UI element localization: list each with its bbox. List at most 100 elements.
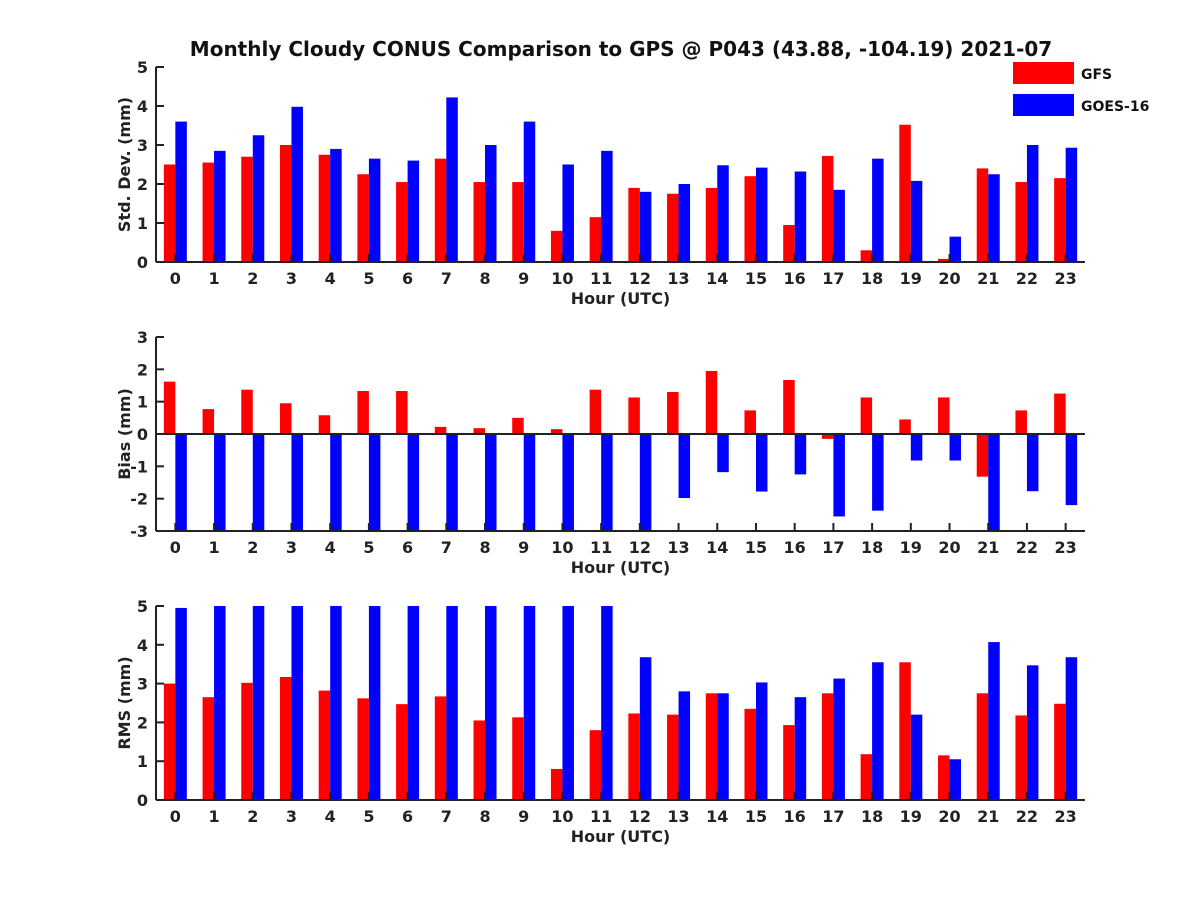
bar-gfs-hour-16	[783, 224, 795, 262]
x-tick-label: 5	[363, 807, 374, 826]
bar-gfs-hour-12	[628, 713, 640, 800]
bar-gfs-hour-4	[318, 690, 331, 800]
x-tick-label: 22	[1016, 538, 1038, 557]
bar-goes16-hour-15	[755, 682, 768, 800]
bar-gfs-hour-0	[163, 381, 176, 434]
x-tick-label: 7	[441, 538, 452, 557]
x-tick-label: 3	[286, 269, 297, 288]
bar-goes16-hour-20	[949, 434, 962, 461]
bar-goes16-hour-14	[717, 165, 729, 262]
bar-gfs-hour-9	[512, 182, 524, 262]
bar-gfs-hour-7	[434, 426, 447, 434]
bar-goes16-hour-12	[639, 434, 652, 531]
bar-gfs-hour-2	[241, 389, 253, 434]
x-tick-label: 2	[247, 538, 258, 557]
bar-gfs-hour-5	[357, 391, 369, 434]
bar-gfs-hour-18	[860, 754, 873, 800]
bar-goes16-hour-3	[291, 434, 303, 531]
x-tick-label: 21	[977, 538, 999, 557]
y-tick-label: 1	[137, 393, 148, 412]
bar-goes16-hour-19	[910, 180, 923, 262]
x-axis-label: Hour (UTC)	[571, 827, 671, 846]
x-tick-label: 1	[208, 807, 219, 826]
x-tick-label: 14	[706, 538, 728, 557]
x-tick-label: 12	[629, 807, 651, 826]
x-tick-label: 7	[441, 269, 452, 288]
bar-gfs-hour-3	[279, 677, 292, 800]
bar-gfs-hour-18	[860, 250, 873, 262]
bar-goes16-hour-21	[988, 434, 1000, 531]
bar-gfs-hour-11	[589, 217, 602, 262]
bar-goes16-hour-17	[833, 678, 845, 800]
bar-goes16-hour-16	[794, 434, 807, 475]
bar-gfs-hour-20	[938, 258, 950, 262]
bar-gfs-hour-21	[976, 168, 989, 262]
bar-gfs-hour-3	[279, 403, 292, 434]
bar-gfs-hour-17	[821, 434, 834, 439]
y-tick-label: -1	[130, 457, 148, 476]
bar-goes16-hour-14	[717, 434, 729, 473]
x-tick-label: 11	[590, 807, 612, 826]
bar-gfs-hour-15	[744, 708, 756, 800]
legend-label-gfs: GFS	[1081, 67, 1112, 83]
bar-goes16-hour-1	[214, 150, 226, 262]
bar-goes16-hour-11	[601, 606, 613, 800]
x-tick-label: 16	[784, 807, 806, 826]
bar-gfs-hour-20	[938, 397, 950, 434]
bar-gfs-hour-6	[396, 704, 408, 800]
bar-goes16-hour-23	[1065, 147, 1078, 262]
bar-gfs-hour-8	[473, 428, 486, 434]
x-tick-label: 1	[208, 538, 219, 557]
bar-goes16-hour-5	[368, 434, 381, 531]
bar-goes16-hour-16	[794, 171, 807, 262]
x-tick-label: 0	[170, 538, 181, 557]
bar-goes16-hour-17	[833, 434, 845, 517]
x-tick-label: 18	[861, 538, 883, 557]
x-tick-label: 5	[363, 269, 374, 288]
bar-gfs-hour-21	[976, 434, 989, 477]
bar-goes16-hour-21	[988, 642, 1000, 800]
bar-goes16-hour-22	[1026, 145, 1039, 262]
bar-goes16-hour-9	[523, 121, 536, 262]
bar-goes16-hour-21	[988, 174, 1000, 262]
x-tick-label: 0	[170, 807, 181, 826]
bar-gfs-hour-5	[357, 698, 369, 800]
bar-gfs-hour-12	[628, 187, 640, 262]
bar-goes16-hour-10	[562, 606, 574, 800]
bar-goes16-hour-23	[1065, 434, 1078, 506]
bar-goes16-hour-23	[1065, 657, 1078, 800]
bar-goes16-hour-1	[214, 434, 226, 531]
x-tick-label: 16	[784, 538, 806, 557]
bar-goes16-hour-8	[485, 145, 497, 262]
bar-gfs-hour-10	[550, 768, 563, 800]
y-axis-label: Bias (mm)	[115, 388, 134, 480]
x-tick-label: 12	[629, 269, 651, 288]
bar-gfs-hour-11	[589, 389, 602, 434]
x-tick-label: 7	[441, 807, 452, 826]
bar-gfs-hour-8	[473, 182, 486, 262]
bar-goes16-hour-3	[291, 606, 303, 800]
x-tick-label: 15	[745, 538, 767, 557]
y-tick-label: 2	[137, 175, 148, 194]
y-tick-label: 5	[137, 597, 148, 616]
bar-gfs-hour-19	[899, 419, 911, 434]
x-tick-label: 5	[363, 538, 374, 557]
x-tick-label: 11	[590, 538, 612, 557]
bar-gfs-hour-4	[318, 415, 331, 434]
x-tick-label: 13	[667, 807, 689, 826]
x-tick-label: 17	[822, 538, 844, 557]
bar-goes16-hour-14	[717, 693, 729, 800]
x-tick-label: 8	[479, 538, 490, 557]
x-tick-label: 4	[325, 538, 336, 557]
bar-gfs-hour-23	[1054, 178, 1066, 262]
bar-goes16-hour-16	[794, 697, 807, 800]
bar-gfs-hour-1	[202, 409, 215, 434]
y-tick-label: 3	[137, 136, 148, 155]
x-tick-label: 19	[900, 807, 922, 826]
bar-gfs-hour-5	[357, 174, 369, 262]
x-axis-label: Hour (UTC)	[571, 558, 671, 577]
x-tick-label: 6	[402, 538, 413, 557]
bar-goes16-hour-2	[252, 434, 265, 531]
